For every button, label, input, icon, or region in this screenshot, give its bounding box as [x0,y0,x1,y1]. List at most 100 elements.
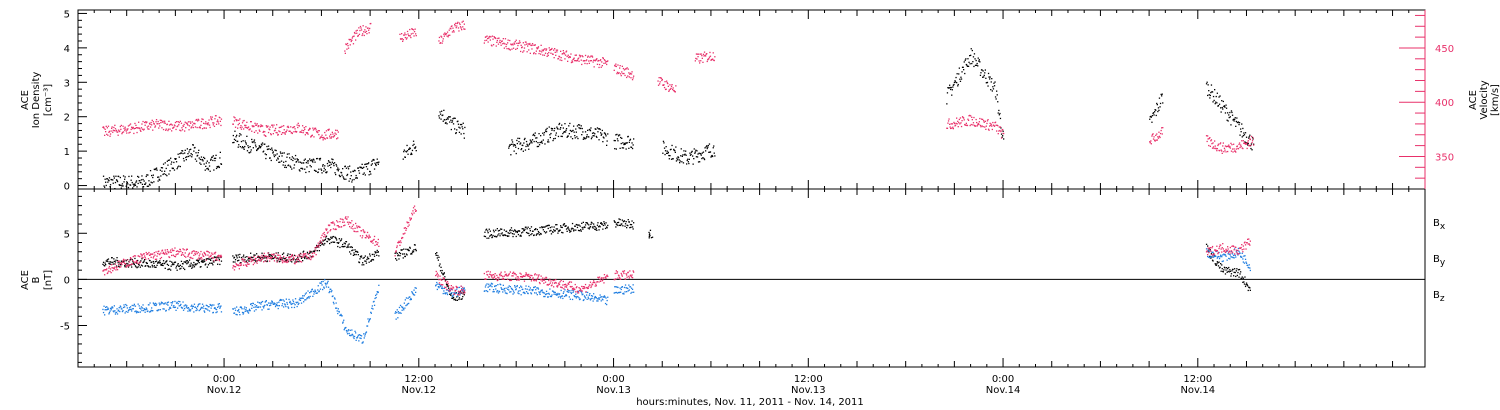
density-point [345,167,348,169]
velocity-point [211,116,213,118]
b-field-point [488,283,490,285]
density-point [253,140,255,143]
velocity-point [185,127,187,129]
density-point [336,165,338,167]
velocity-point [452,30,455,32]
b-field-point [1244,276,1246,278]
density-point [586,134,588,136]
b-field-point [309,255,311,257]
b-field-point [543,226,545,228]
b-field-point [293,257,295,259]
b-tick-label: 0 [64,275,70,286]
density-point [590,127,592,129]
b-field-point [325,237,327,239]
b-field-point [124,259,126,261]
velocity-point [1157,137,1160,139]
b-field-point [190,309,192,311]
density-point [351,179,353,181]
b-field-point [594,295,596,298]
density-point [178,165,180,167]
b-field-point [317,242,319,244]
density-point [209,170,211,172]
b-field-point [370,241,372,243]
velocity-point [527,45,529,47]
b-field-point [347,246,350,248]
velocity-point [549,49,551,51]
density-point [305,171,307,174]
b-field-point [445,292,447,294]
b-field-point [627,219,629,221]
velocity-point [500,42,502,44]
density-point [965,58,967,60]
velocity-point [958,118,960,121]
b-field-point [435,253,437,255]
density-point [413,143,415,145]
b-field-point [1236,274,1238,277]
density-point [987,72,990,75]
b-field-point [1233,275,1235,277]
density-point [1247,144,1249,146]
b-field-point [191,251,193,253]
density-point [107,179,110,181]
density-point [621,137,623,139]
b-field-point [1230,275,1232,277]
b-field-point [507,235,509,237]
velocity-point [258,129,260,131]
b-field-point [1249,269,1251,272]
b-field-point [456,299,458,301]
b-field-point [255,309,257,311]
velocity-point [168,124,171,126]
b-field-point [145,258,147,260]
b-field-point [328,291,330,294]
velocity-point [194,123,196,125]
velocity-point [311,134,313,136]
density-point [140,179,143,181]
b-field-point [290,256,292,258]
velocity-point [114,124,116,126]
b-field-point [304,256,306,258]
b-field-point [108,313,110,315]
velocity-point [312,127,314,129]
b-field-point [253,259,256,261]
density-point [149,184,151,186]
b-field-point [105,264,107,266]
density-point [103,185,105,187]
density-point [195,152,197,154]
velocity-point [164,122,166,124]
velocity-point [409,28,411,31]
b-field-point [152,260,154,263]
b-field-point [360,255,363,257]
b-field-point [305,292,307,294]
b-field-point [411,291,413,293]
b-field-point [214,253,216,255]
density-point [287,164,290,166]
b-field-point [572,228,574,230]
b-field-point [257,256,259,258]
b-field-point [613,220,615,222]
b-field-point [213,261,215,263]
b-field-point [303,256,305,258]
velocity-point [180,122,183,124]
b-field-point [299,299,302,301]
density-point [602,136,604,138]
density-point [704,147,706,149]
velocity-point [959,123,961,125]
b-field-point [591,222,593,224]
b-field-point [520,235,522,237]
velocity-point [1235,151,1237,153]
b-field-point [145,265,147,267]
velocity-point [697,53,700,55]
b-field-point [436,257,438,259]
b-field-point [359,235,362,237]
density-point [368,174,370,176]
b-field-point [337,225,339,227]
velocity-tick-label: 450 [1435,44,1454,55]
density-point [1227,112,1229,114]
velocity-point [663,86,666,89]
velocity-point [601,61,603,63]
velocity-point [519,41,521,44]
b-field-point [154,254,156,256]
density-point [215,154,217,156]
velocity-point [174,125,176,127]
b-field-point [579,225,581,227]
